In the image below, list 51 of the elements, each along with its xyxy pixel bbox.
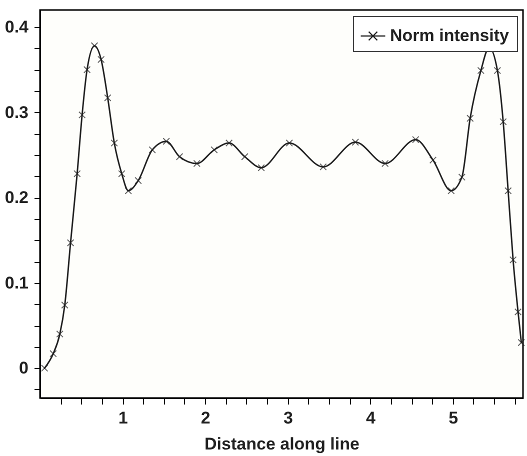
point (210, 146, 218, 154)
point (320, 163, 327, 171)
legend-label: Norm intensity (390, 26, 510, 45)
x-axis-title: Distance along line (204, 434, 360, 454)
point (148, 146, 156, 154)
point (193, 160, 201, 168)
point (66, 239, 74, 246)
point (97, 56, 105, 64)
point (104, 94, 112, 102)
y-tick-label: 0.4 (4, 18, 30, 37)
point (50, 350, 57, 358)
point (118, 170, 126, 178)
point (83, 66, 91, 74)
point (412, 136, 420, 144)
point (176, 153, 184, 160)
x-tick-label: 1 (118, 408, 128, 428)
point (504, 187, 512, 194)
point (134, 176, 142, 184)
point (225, 139, 233, 147)
point (494, 66, 502, 74)
point (110, 139, 118, 147)
point (477, 66, 485, 74)
point (352, 138, 360, 146)
point (518, 338, 526, 346)
point (448, 187, 455, 194)
point (466, 114, 474, 122)
point (40, 364, 48, 372)
x-tick-label: 5 (448, 408, 458, 428)
point (124, 187, 132, 194)
x-tick-label: 3 (283, 408, 293, 428)
point (241, 153, 248, 160)
y-tick-label: 0.1 (4, 273, 28, 292)
point (258, 164, 265, 172)
point (56, 330, 64, 338)
point (509, 256, 517, 264)
x-tick-label: 4 (366, 408, 376, 428)
point (78, 111, 86, 119)
y-tick-label: 0 (19, 358, 28, 378)
point (162, 138, 170, 145)
point (514, 308, 522, 316)
point (381, 160, 389, 168)
point (61, 301, 68, 309)
point (500, 118, 507, 126)
point (286, 139, 294, 147)
point (73, 170, 81, 178)
y-tick-label: 0.3 (4, 102, 28, 122)
y-tick-label: 0.2 (4, 188, 28, 208)
point (90, 42, 98, 50)
point (429, 156, 437, 164)
point (458, 173, 466, 181)
x-tick-label: 2 (200, 408, 210, 428)
